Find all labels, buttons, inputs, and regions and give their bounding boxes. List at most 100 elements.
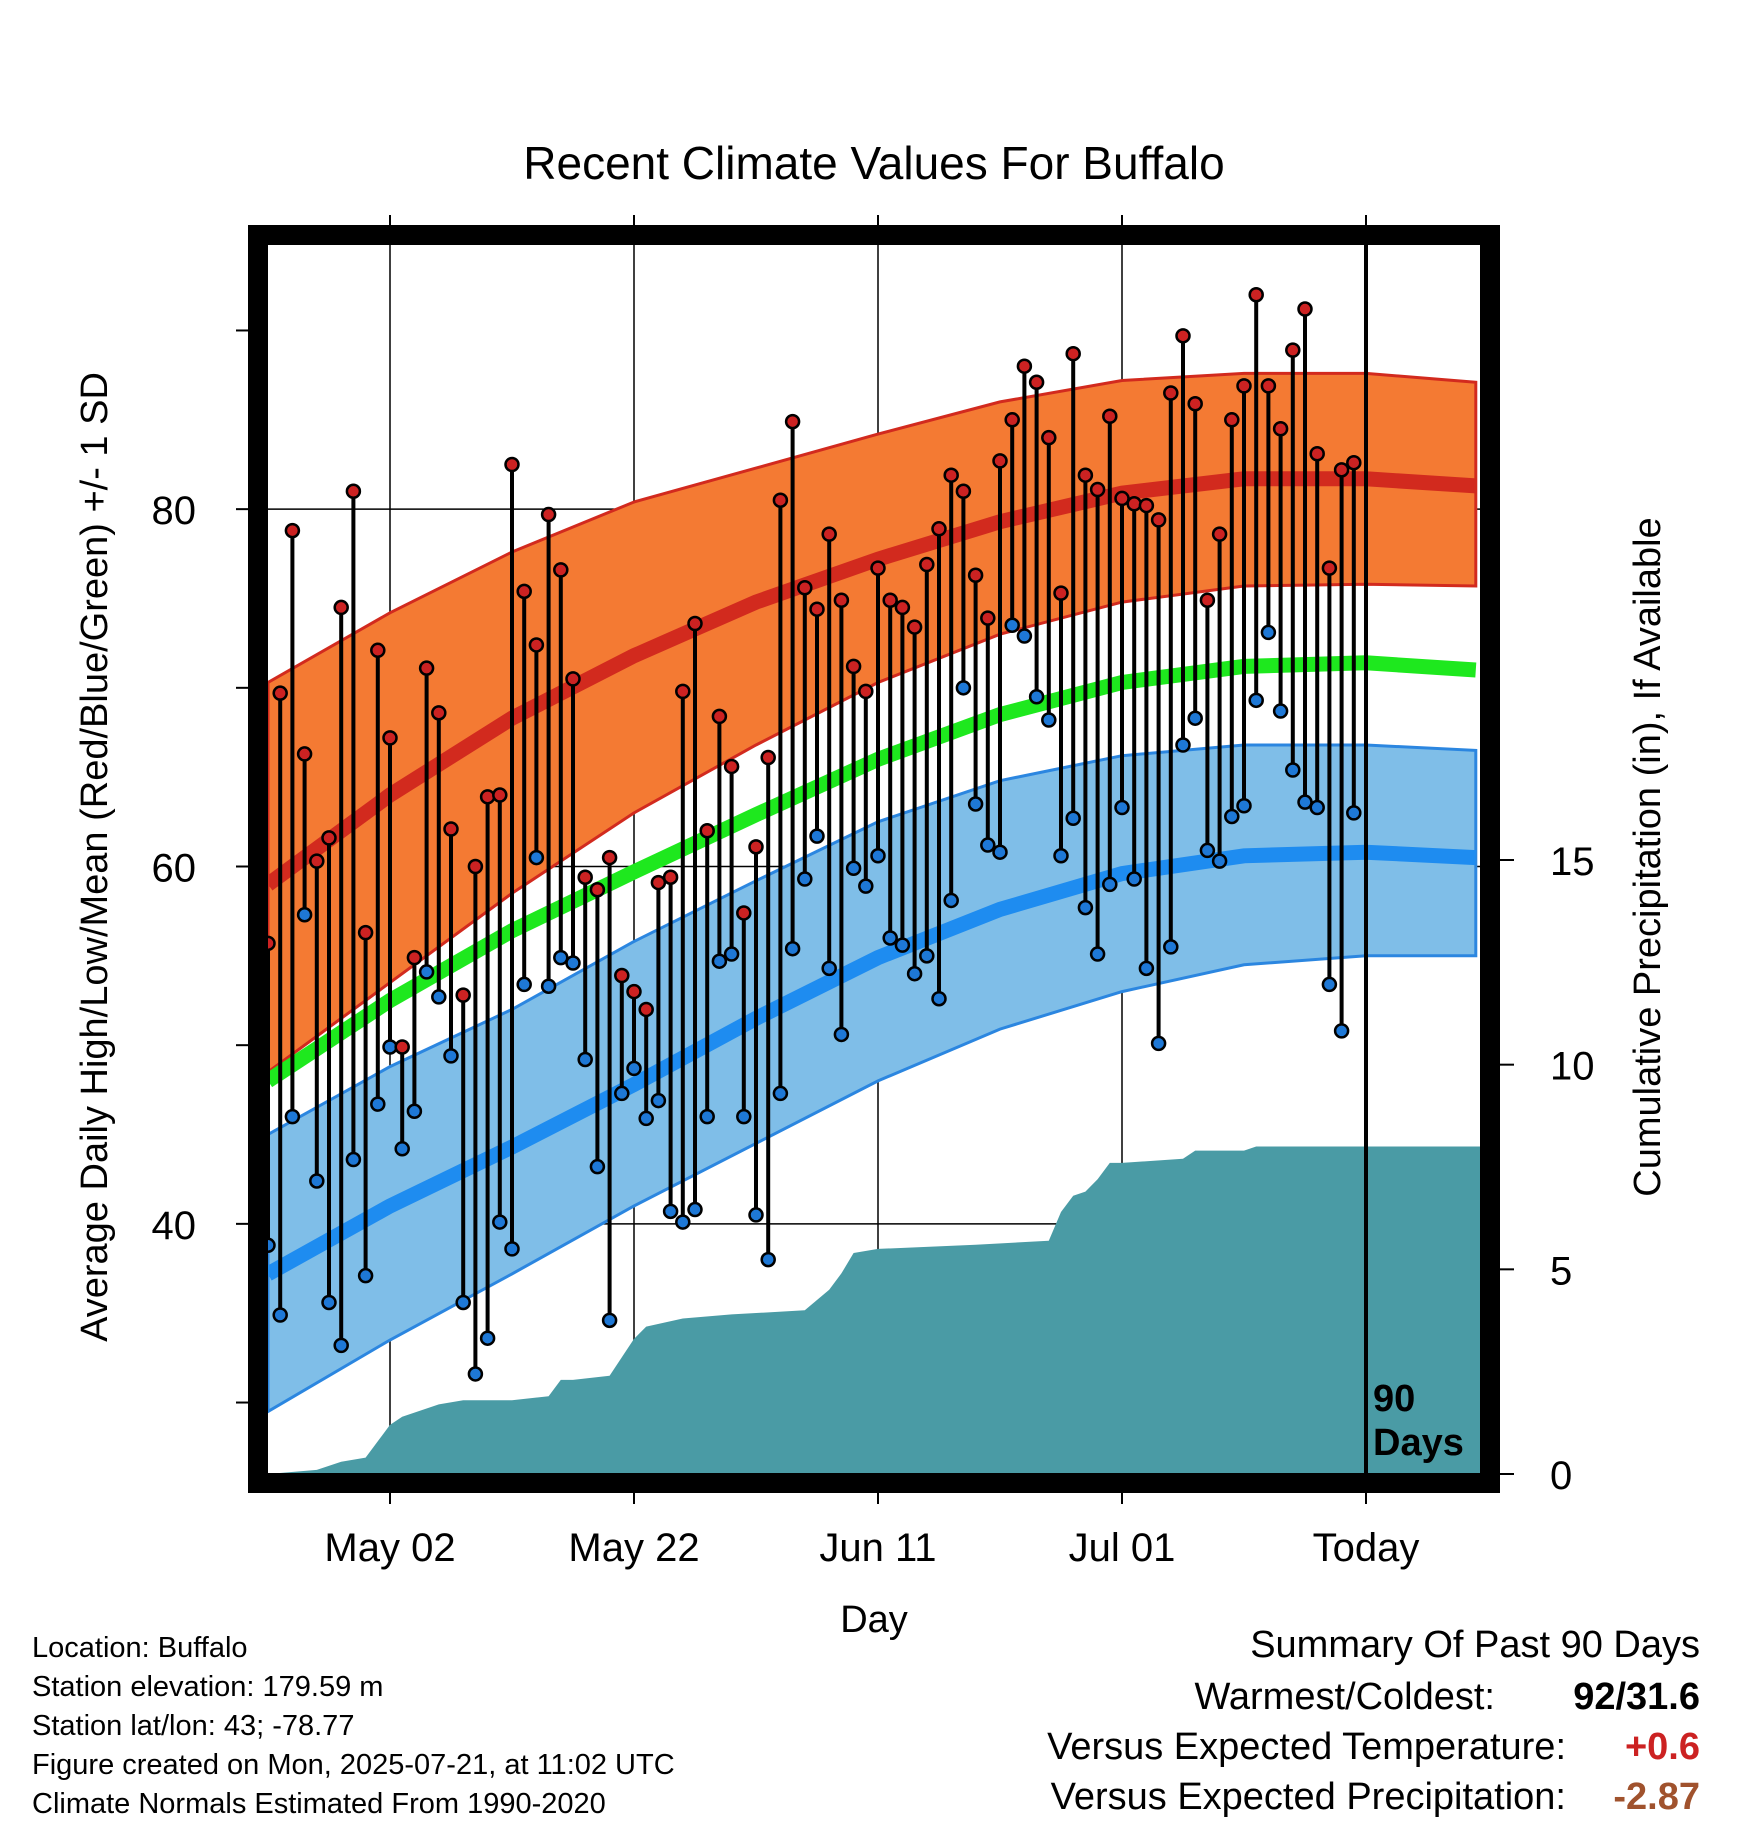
daily-low-point — [809, 828, 825, 844]
daily-low-point — [723, 946, 740, 962]
daily-low-point — [1004, 617, 1020, 634]
daily-low-point — [467, 1366, 484, 1382]
daily-high-point — [858, 683, 874, 700]
daily-high-point — [1077, 467, 1094, 483]
daily-low-point — [565, 955, 581, 971]
daily-high-point — [650, 874, 667, 891]
daily-low-point — [540, 978, 557, 994]
daily-high-point — [614, 967, 630, 984]
daily-low-point — [1187, 710, 1203, 726]
daily-high-point — [1297, 301, 1313, 317]
daily-high-point — [980, 610, 996, 626]
daily-high-point — [626, 983, 642, 1000]
footer-normals: Climate Normals Estimated From 1990-2020 — [32, 1788, 606, 1820]
daily-low-point — [711, 953, 728, 969]
daily-high-point — [736, 905, 752, 921]
daily-high-point — [967, 567, 984, 584]
daily-high-point — [638, 1001, 654, 1018]
daily-low-point — [650, 1092, 667, 1109]
daily-high-point — [589, 881, 606, 898]
daily-high-point — [687, 615, 703, 632]
daily-low-point — [1175, 737, 1191, 753]
summary-temp-value: +0.6 — [1624, 1726, 1700, 1768]
daily-low-point — [675, 1214, 691, 1230]
daily-high-point — [906, 619, 923, 635]
daily-low-point — [1199, 842, 1216, 859]
daily-low-point — [967, 796, 984, 812]
daily-high-point — [406, 949, 423, 966]
daily-low-point — [797, 871, 813, 887]
chart-title: Recent Climate Values For Buffalo — [523, 137, 1224, 189]
daily-high-point — [1236, 378, 1252, 394]
daily-high-point — [748, 839, 764, 855]
daily-high-point — [1163, 385, 1179, 401]
daily-high-point — [894, 599, 911, 616]
daily-low-point — [479, 1330, 496, 1346]
daily-high-point — [1150, 512, 1167, 528]
daily-high-point — [821, 526, 837, 542]
daily-high-point — [504, 456, 520, 473]
daily-low-point — [1224, 808, 1240, 825]
daily-high-point — [675, 683, 691, 700]
daily-high-point — [528, 637, 545, 653]
daily-high-point — [870, 560, 886, 576]
daily-low-point — [296, 906, 313, 923]
summary-warm-cold-label: Warmest/Coldest: — [1194, 1676, 1495, 1718]
daily-low-point — [1053, 848, 1069, 864]
daily-low-point — [268, 1237, 276, 1254]
daily-low-point — [516, 976, 532, 993]
daily-low-point — [748, 1207, 764, 1223]
daily-high-point — [1138, 497, 1155, 514]
daily-high-point — [1126, 496, 1142, 512]
daily-low-point — [1309, 799, 1325, 816]
x-axis-label: Day — [840, 1599, 908, 1641]
x-tick-label: May 22 — [568, 1526, 699, 1570]
daily-low-point — [345, 1151, 362, 1168]
y-axis-label: Average Daily High/Low/Mean (Red/Blue/Gr… — [74, 372, 116, 1342]
daily-low-point — [284, 1108, 301, 1125]
footer-location: Location: Buffalo — [32, 1632, 248, 1664]
daily-high-point — [1260, 378, 1277, 394]
daily-high-point — [455, 987, 471, 1003]
summary-precip-label: Versus Expected Precipitation: — [1050, 1776, 1566, 1818]
x-tick-label: Jun 11 — [819, 1526, 936, 1570]
daily-high-point — [1333, 462, 1350, 478]
daily-low-point — [589, 1158, 606, 1175]
daily-high-point — [394, 1039, 410, 1055]
daily-high-point — [577, 869, 593, 885]
daily-low-point — [1114, 799, 1130, 816]
daily-high-point — [443, 821, 459, 837]
x-tick-label: May 02 — [324, 1526, 455, 1570]
daily-high-point — [540, 506, 557, 523]
y2-tick-label: 15 — [1550, 840, 1595, 884]
high-normal-band — [268, 371, 1478, 1074]
daily-high-point — [919, 556, 935, 573]
daily-low-point — [760, 1251, 776, 1268]
daily-low-point — [882, 930, 898, 946]
y-tick-label: 80 — [152, 489, 197, 533]
daily-low-point — [1089, 946, 1106, 962]
daily-high-point — [1248, 286, 1264, 303]
daily-high-point — [1346, 454, 1362, 471]
daily-low-point — [1102, 876, 1118, 893]
daily-low-point — [821, 960, 837, 977]
daily-low-point — [1065, 810, 1081, 827]
daily-high-point — [1285, 342, 1301, 358]
daily-high-point — [296, 746, 313, 762]
daily-low-point — [1272, 703, 1289, 719]
daily-high-point — [268, 935, 276, 952]
x-tick-label: Today — [1313, 1526, 1420, 1570]
low-normal-band — [268, 743, 1478, 1414]
daily-low-point — [1041, 712, 1057, 728]
daily-high-point — [1065, 345, 1081, 362]
daily-high-point — [1309, 446, 1325, 462]
daily-high-point — [1272, 420, 1289, 437]
high-normal-line — [268, 471, 1477, 891]
daily-high-point — [662, 869, 679, 885]
daily-high-point — [797, 580, 813, 596]
daily-low-point — [992, 844, 1008, 860]
daily-low-point — [845, 860, 862, 877]
daily-high-point — [833, 592, 850, 609]
daily-high-point — [931, 521, 947, 537]
